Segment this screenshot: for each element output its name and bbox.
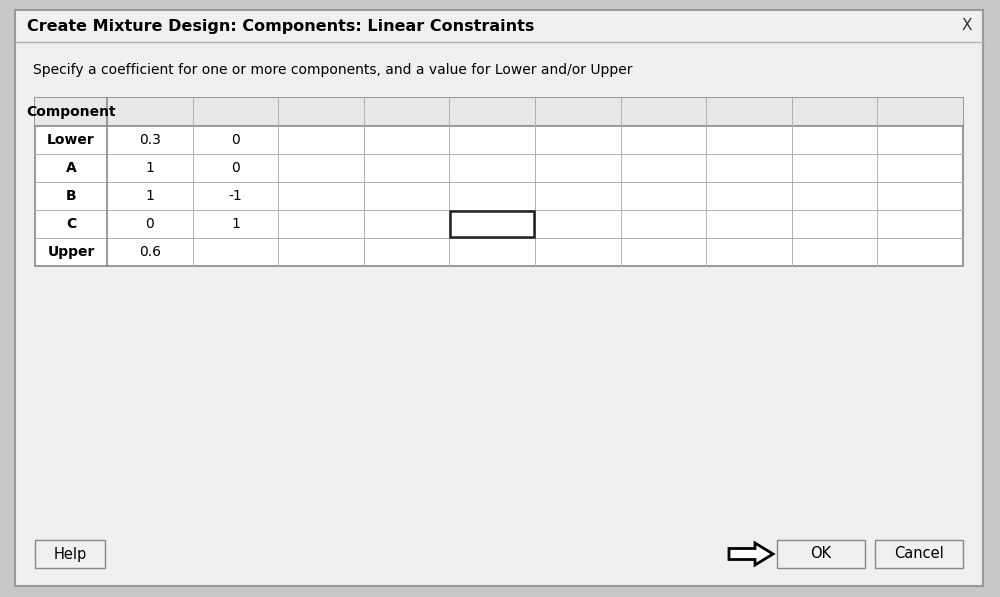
Text: -1: -1 bbox=[229, 189, 242, 203]
Text: Lower: Lower bbox=[47, 133, 95, 147]
Text: 0.3: 0.3 bbox=[139, 133, 161, 147]
Text: X: X bbox=[962, 19, 972, 33]
Text: 1: 1 bbox=[231, 217, 240, 231]
Text: A: A bbox=[66, 161, 76, 175]
Polygon shape bbox=[729, 543, 773, 565]
Text: C: C bbox=[66, 217, 76, 231]
Text: 0: 0 bbox=[231, 161, 240, 175]
Bar bbox=[450, 211, 534, 237]
Text: 1: 1 bbox=[145, 161, 154, 175]
Text: Create Mixture Design: Components: Linear Constraints: Create Mixture Design: Components: Linea… bbox=[27, 19, 534, 33]
Text: OK: OK bbox=[810, 546, 832, 562]
Text: Specify a coefficient for one or more components, and a value for Lower and/or U: Specify a coefficient for one or more co… bbox=[33, 63, 633, 77]
Text: 0: 0 bbox=[145, 217, 154, 231]
Text: Component: Component bbox=[26, 105, 116, 119]
Text: Help: Help bbox=[53, 546, 87, 562]
Text: Upper: Upper bbox=[47, 245, 95, 259]
Bar bbox=[35, 540, 105, 568]
Bar bbox=[875, 540, 963, 568]
Text: 1: 1 bbox=[145, 189, 154, 203]
Bar bbox=[35, 98, 963, 126]
Text: B: B bbox=[66, 189, 76, 203]
Bar bbox=[35, 98, 963, 266]
Bar bbox=[777, 540, 865, 568]
Text: 0: 0 bbox=[231, 133, 240, 147]
Text: 0.6: 0.6 bbox=[139, 245, 161, 259]
Text: Cancel: Cancel bbox=[894, 546, 944, 562]
